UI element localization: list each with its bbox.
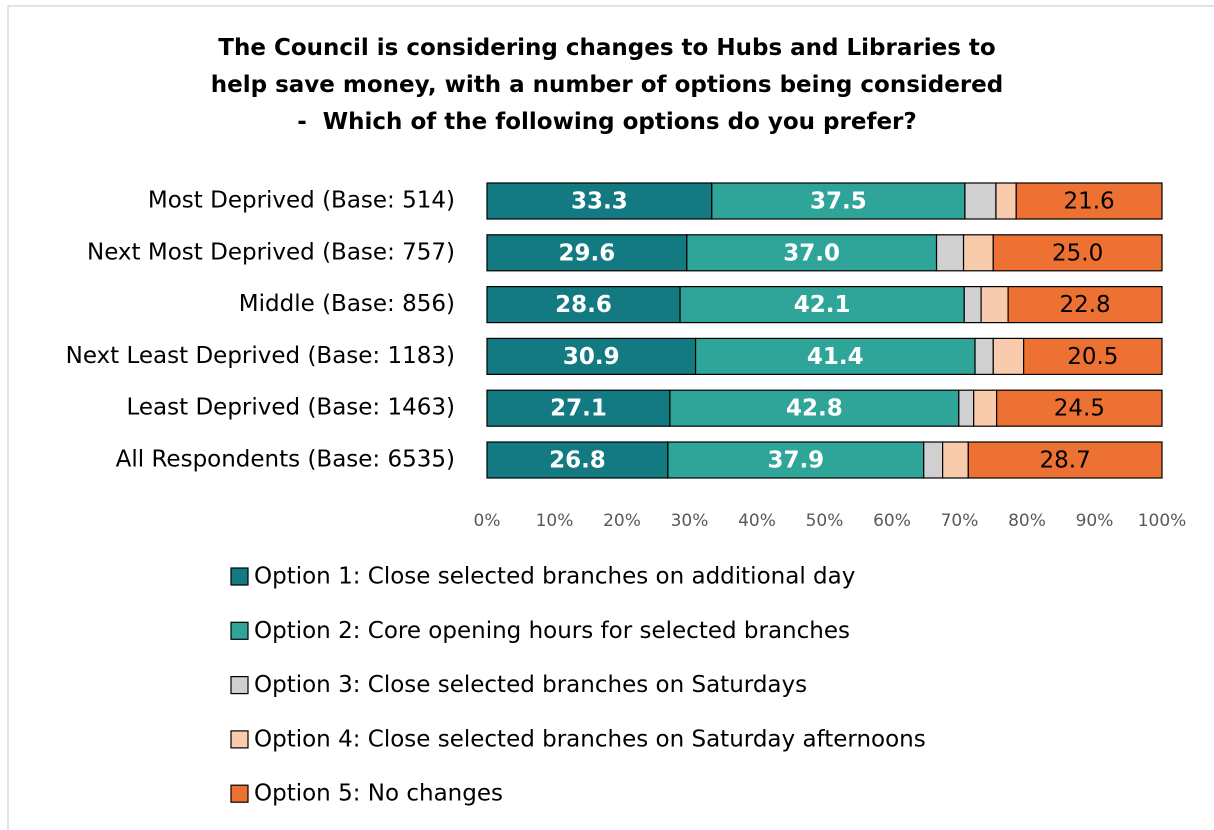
chart-title: The Council is considering changes to Hu… [210,35,1020,135]
data-label: 25.0 [1052,240,1103,266]
x-tick-label: 10% [536,511,574,531]
data-label: 28.7 [1040,448,1091,474]
legend-swatch [230,730,249,749]
data-label: 26.8 [549,448,606,474]
x-tick-label: 70% [941,511,979,531]
category-label: Most Deprived (Base: 514) [148,188,455,214]
bar-segment [1015,182,1163,220]
category-label: Least Deprived (Base: 1463) [127,395,456,421]
data-label: 42.8 [786,396,843,422]
data-label: 42.1 [794,292,851,318]
bar-segment [923,441,944,479]
x-tick-label: 30% [671,511,709,531]
category-label: Next Least Deprived (Base: 1183) [66,343,455,369]
bar-segment [996,389,1163,427]
x-tick-label: 90% [1076,511,1114,531]
x-tick-label: 50% [806,511,844,531]
category-label: All Respondents (Base: 6535) [116,447,455,473]
legend-label: Option 4: Close selected branches on Sat… [254,726,926,752]
legend-swatch [230,675,249,695]
x-tick-label: 0% [474,511,501,531]
data-label: 29.6 [559,240,616,266]
data-label: 22.8 [1059,292,1110,318]
bar-segment [935,234,965,272]
legend-label: Option 1: Close selected branches on add… [254,564,855,590]
category-label: Middle (Base: 856) [239,291,455,317]
bar-segment [962,234,994,272]
bar-segment [669,389,960,427]
data-label: 33.3 [571,189,628,215]
data-label: 24.5 [1054,396,1105,422]
bar-segment [686,234,938,272]
bar-segment [963,286,982,324]
x-tick-label: 40% [738,511,776,531]
legend-label: Option 2: Core opening hours for selecte… [254,618,850,644]
bar-segment [992,234,1163,272]
bar-segment [679,286,965,324]
data-label: 37.5 [810,189,867,215]
bar-segment [1007,286,1163,324]
bar-segment [974,337,994,375]
bar-segment [980,286,1009,324]
legend-swatch [230,784,249,803]
data-label: 21.6 [1063,189,1114,215]
chart-border [7,5,1214,830]
x-tick-label: 60% [873,511,911,531]
bar-segment [486,337,697,375]
data-label: 20.5 [1067,344,1118,370]
bar-segment [942,441,969,479]
legend-swatch [230,567,249,586]
legend-swatch [230,621,249,640]
data-label: 30.9 [563,344,620,370]
data-label: 28.6 [555,292,612,318]
legend-label: Option 3: Close selected branches on Sat… [254,672,807,698]
data-label: 37.0 [783,240,840,266]
bar-segment [486,182,713,220]
bar-segment [992,337,1025,375]
data-label: 37.9 [767,448,824,474]
bar-segment [958,389,975,427]
x-tick-label: 20% [603,511,641,531]
category-label: Next Most Deprived (Base: 757) [87,239,455,265]
bar-segment [995,182,1017,220]
data-label: 41.4 [807,344,864,370]
bar-segment [1023,337,1163,375]
x-tick-label: 80% [1008,511,1046,531]
x-tick-label: 100% [1138,511,1187,531]
legend-label: Option 5: No changes [254,781,503,807]
bar-segment [667,441,925,479]
bar-segment [967,441,1163,479]
bar-segment [973,389,998,427]
data-label: 27.1 [550,396,607,422]
bar-segment [711,182,966,220]
bar-segment [964,182,997,220]
